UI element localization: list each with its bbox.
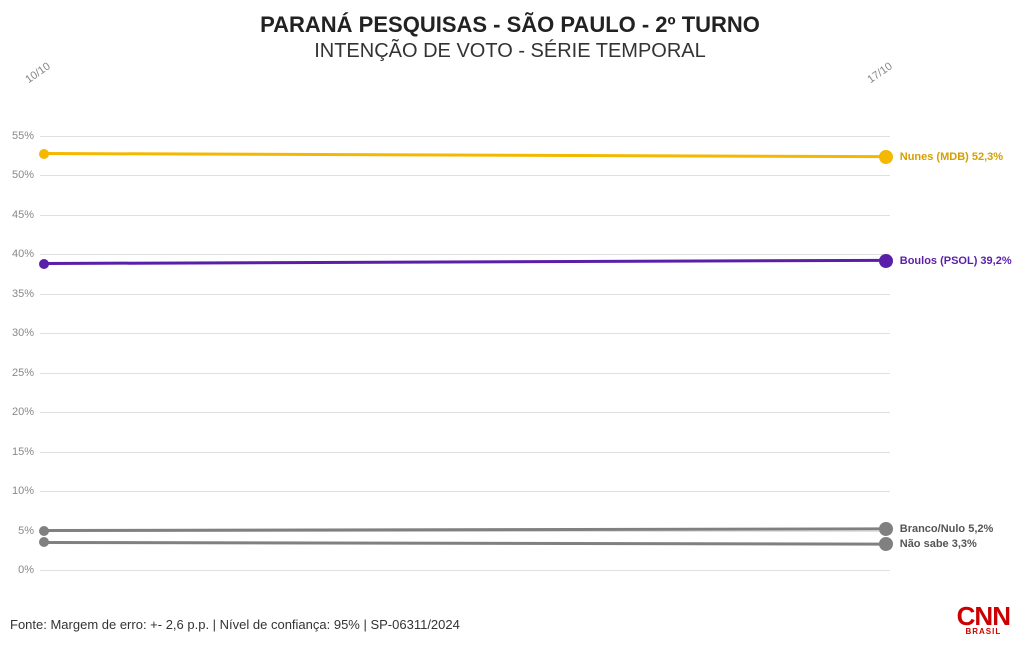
gridline <box>40 570 890 571</box>
gridline <box>40 136 890 137</box>
gridline <box>40 412 890 413</box>
series-line <box>44 152 886 158</box>
series-marker <box>39 526 49 536</box>
gridline <box>40 491 890 492</box>
series-label: Boulos (PSOL) 39,2% <box>900 255 1012 267</box>
chart-title: PARANÁ PESQUISAS - SÃO PAULO - 2º TURNO <box>0 12 1020 38</box>
ytick-label: 0% <box>18 564 40 576</box>
ytick-label: 50% <box>12 169 40 181</box>
gridline <box>40 452 890 453</box>
series-label: Branco/Nulo 5,2% <box>900 523 994 535</box>
gridline <box>40 215 890 216</box>
xtick-label: 10/10 <box>24 60 53 86</box>
series-marker <box>39 149 49 159</box>
ytick-label: 35% <box>12 288 40 300</box>
series-endmarker <box>879 254 893 268</box>
cnn-logo: CNN BRASIL <box>957 606 1010 636</box>
series-line <box>44 541 886 546</box>
series-endmarker <box>879 537 893 551</box>
xtick-label: 17/10 <box>865 60 894 86</box>
ytick-label: 15% <box>12 446 40 458</box>
source-text: Fonte: Margem de erro: +- 2,6 p.p. | Nív… <box>10 617 460 632</box>
series-endmarker <box>879 522 893 536</box>
series-endmarker <box>879 150 893 164</box>
gridline <box>40 254 890 255</box>
chart-area: 0%5%10%15%20%25%30%35%40%45%50%55%10/101… <box>40 80 890 580</box>
ytick-label: 25% <box>12 367 40 379</box>
ytick-label: 20% <box>12 406 40 418</box>
gridline <box>40 333 890 334</box>
gridline <box>40 373 890 374</box>
series-line <box>44 259 886 265</box>
ytick-label: 40% <box>12 248 40 260</box>
series-label: Nunes (MDB) 52,3% <box>900 151 1003 163</box>
ytick-label: 30% <box>12 327 40 339</box>
chart-subtitle: INTENÇÃO DE VOTO - SÉRIE TEMPORAL <box>0 40 1020 63</box>
series-marker <box>39 259 49 269</box>
ytick-label: 10% <box>12 485 40 497</box>
gridline <box>40 175 890 176</box>
logo-main: CNN <box>957 606 1010 627</box>
gridline <box>40 294 890 295</box>
ytick-label: 45% <box>12 209 40 221</box>
series-marker <box>39 537 49 547</box>
title-block: PARANÁ PESQUISAS - SÃO PAULO - 2º TURNO … <box>0 0 1020 63</box>
series-label: Não sabe 3,3% <box>900 538 977 550</box>
ytick-label: 5% <box>18 525 40 537</box>
ytick-label: 55% <box>12 130 40 142</box>
